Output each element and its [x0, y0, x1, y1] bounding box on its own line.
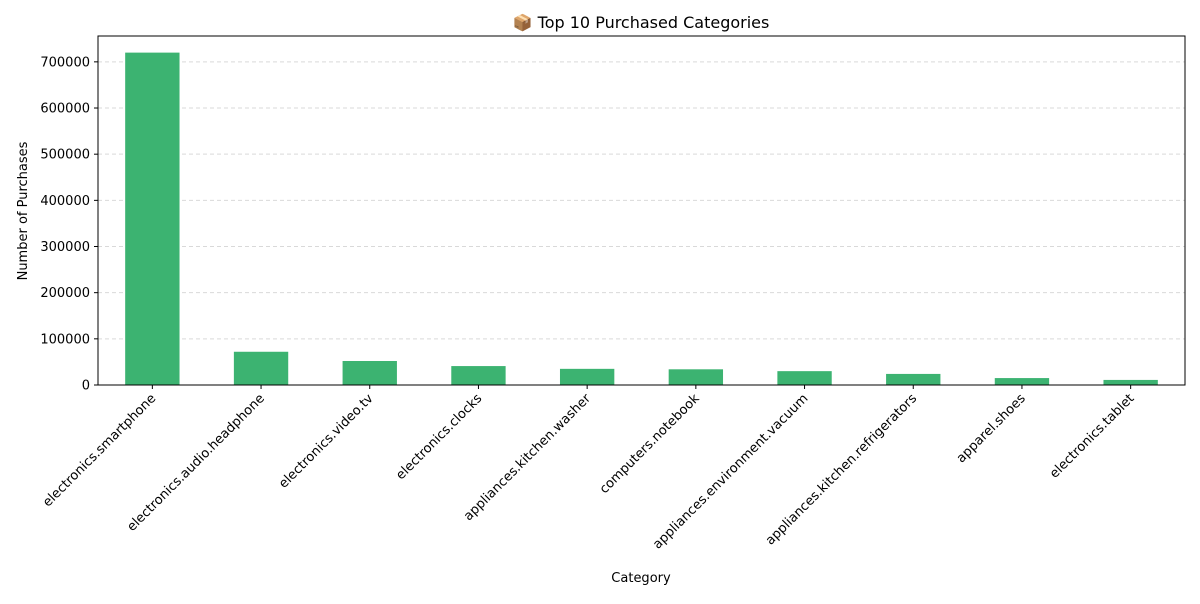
bar-electronics-video-tv [342, 360, 397, 385]
x-axis-label: Category [611, 571, 671, 586]
bar-apparel-shoes [994, 378, 1050, 385]
y-tick-label: 100000 [40, 332, 90, 347]
bars [125, 52, 1158, 385]
y-tick-label: 500000 [40, 148, 90, 163]
x-tick-label: electronics.smartphone [40, 391, 159, 510]
bar-electronics-smartphone [125, 52, 180, 385]
bar-computers-notebook [668, 369, 724, 385]
bar-appliances-kitchen-washer [559, 368, 615, 385]
x-tick-label: appliances.kitchen.washer [461, 391, 594, 524]
y-axis-label: Number of Purchases [16, 141, 31, 280]
y-tick-label: 400000 [40, 194, 90, 209]
x-tick-label: electronics.clocks [393, 391, 485, 483]
y-axis-ticks: 0 100000 200000 300000 400000 500000 600000 700… [40, 55, 98, 394]
x-tick-label: electronics.video.tv [276, 391, 377, 492]
y-tick-label: 700000 [40, 55, 90, 70]
y-tick-label: 600000 [40, 102, 90, 117]
bar-appliances-environment-vacuum [777, 371, 832, 385]
y-tick-label: 200000 [40, 286, 90, 301]
x-axis-ticks: electronics.smartphoneelectronics.audio.… [40, 385, 1137, 552]
bar-electronics-audio-headphone [233, 351, 289, 385]
x-tick-label: apparel.shoes [954, 391, 1029, 466]
plot-area-frame [97, 35, 1186, 386]
y-tick-label: 0 [82, 379, 90, 394]
bar-electronics-clocks [451, 366, 506, 385]
grid-lines [98, 61, 1185, 340]
bar-appliances-kitchen-refrigerators [886, 373, 941, 385]
y-tick-label: 300000 [40, 240, 90, 255]
x-tick-label: computers.notebook [597, 391, 703, 497]
x-tick-label: electronics.tablet [1047, 391, 1137, 481]
bar-electronics-tablet [1103, 379, 1158, 385]
chart-title: 📦 Top 10 Purchased Categories [513, 13, 770, 32]
